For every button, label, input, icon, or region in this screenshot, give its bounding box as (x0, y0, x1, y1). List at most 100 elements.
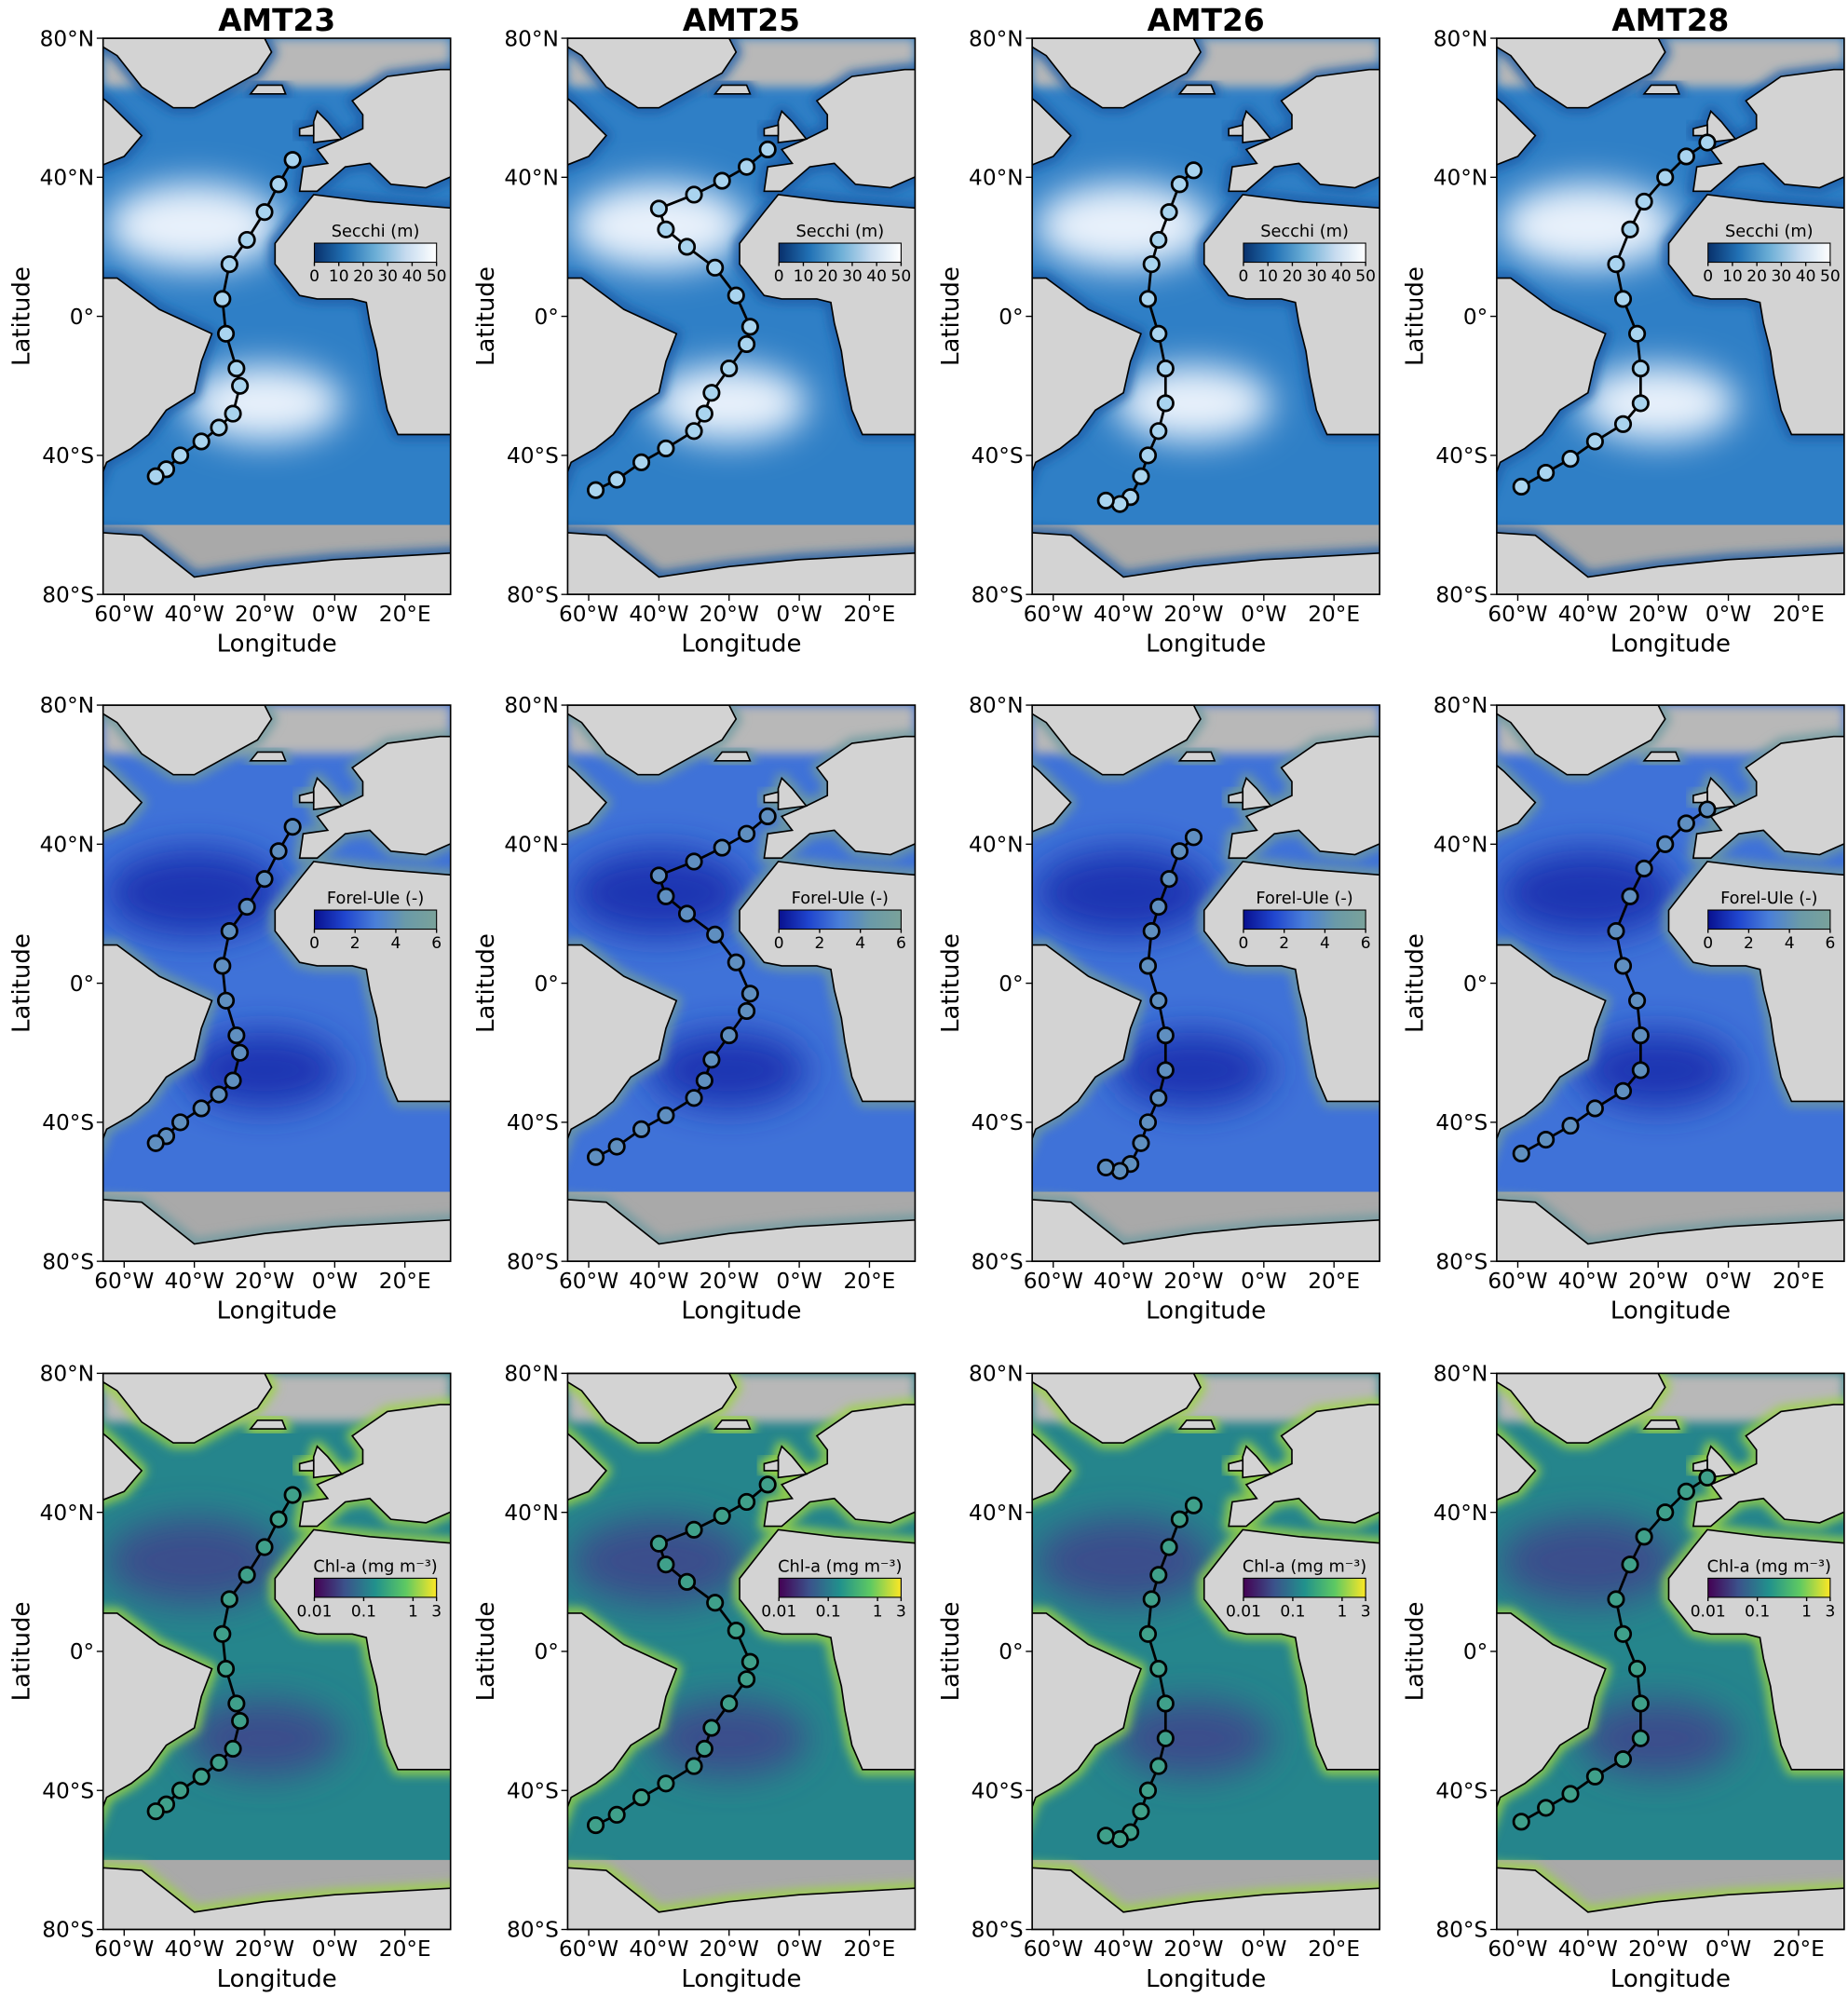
map-panel: Chl-a (mg m⁻³) 0.01 0.1 1 3 60°W 40°W 20°W 0°W 20… (1402, 1362, 1845, 1993)
colorbar-tick-label: 0 (1239, 267, 1249, 286)
land (763, 1459, 780, 1472)
colorbar-tick-label: 50 (1355, 267, 1376, 286)
land (1032, 38, 1202, 109)
colorbar-tick-label: 50 (1820, 267, 1841, 286)
station (738, 334, 756, 354)
station (1631, 1694, 1650, 1713)
station (1621, 220, 1639, 238)
colorbar (313, 242, 438, 264)
map-content (1496, 38, 1844, 595)
land (1496, 1433, 1537, 1501)
colorbar-label: Secchi (m) (795, 223, 884, 241)
y-tick-label: 80°N (1434, 1362, 1488, 1387)
station (738, 1670, 756, 1689)
land (1496, 705, 1666, 776)
colorbar-tick-label: 10 (794, 267, 814, 286)
y-axis-label: Latitude (7, 933, 35, 1033)
land (1228, 124, 1244, 137)
gyre (1579, 1700, 1737, 1777)
gyre (1034, 849, 1213, 937)
y-tick-label: 40°S (1435, 1778, 1488, 1803)
land (1496, 38, 1666, 109)
land (249, 751, 287, 762)
land (567, 705, 738, 776)
station (1170, 842, 1189, 861)
y-tick-label: 40°N (40, 1501, 95, 1526)
x-tick-label: 60°W (1024, 1269, 1083, 1294)
station (1585, 1767, 1604, 1786)
colorbar-label: Chl-a (mg m⁻³) (1707, 1558, 1831, 1577)
colorbar-label: Forel-Ule (-) (792, 890, 889, 908)
station (1170, 175, 1189, 194)
station (171, 446, 190, 465)
colorbar-tick-label: 1 (873, 1602, 883, 1621)
y-tick-label: 0° (534, 305, 558, 330)
land (1177, 1419, 1216, 1430)
land (713, 751, 752, 762)
x-tick-label: 20°E (1308, 1269, 1360, 1294)
station (649, 199, 668, 218)
station (220, 922, 238, 941)
station (1628, 991, 1647, 1010)
station (1656, 835, 1675, 853)
station (269, 842, 288, 861)
station (1096, 491, 1115, 509)
land (1496, 97, 1537, 166)
colorbar-tick-label: 0.01 (296, 1602, 332, 1621)
land (249, 84, 287, 95)
colorbar-tick-label: 10 (329, 267, 349, 286)
y-tick-label: 0° (70, 1639, 94, 1664)
x-tick-label: 40°W (629, 1269, 688, 1294)
colorbar-tick-label: 0.01 (1226, 1602, 1261, 1621)
land (1032, 1867, 1380, 1930)
station (1149, 1660, 1168, 1678)
station (1628, 324, 1647, 343)
panel-frame (1031, 1372, 1380, 1931)
land (713, 1419, 752, 1430)
x-tick-label: 0°W (312, 1269, 358, 1294)
station (1698, 1468, 1717, 1487)
station (1613, 1624, 1633, 1643)
station (586, 1815, 605, 1835)
station (1096, 1827, 1115, 1845)
station (1561, 1785, 1580, 1803)
gyre (1499, 183, 1678, 270)
y-tick-label: 40°S (507, 1778, 559, 1803)
x-tick-label: 60°W (1024, 602, 1083, 627)
colorbar-tick-label: 0.1 (1745, 1602, 1770, 1621)
y-tick-label: 80°S (42, 1249, 94, 1274)
station (657, 1774, 675, 1793)
colorbar-label: Secchi (m) (1260, 223, 1349, 241)
land (1228, 1459, 1244, 1472)
station (677, 238, 697, 256)
x-tick-label: 0°W (1241, 1269, 1286, 1294)
column-title: AMT25 (683, 3, 800, 38)
colorbar-tick-label: 3 (1361, 1602, 1371, 1621)
station (632, 1120, 651, 1138)
land (567, 1199, 916, 1262)
land (1496, 1612, 1607, 1809)
y-tick-label: 40°N (504, 166, 559, 191)
y-tick-label: 80°S (42, 582, 94, 607)
colorbar-tick-label: 30 (1307, 267, 1327, 286)
gyre (1114, 364, 1273, 442)
y-tick-label: 80°N (969, 26, 1024, 51)
station (685, 1520, 703, 1539)
x-tick-label: 20°E (1773, 1269, 1825, 1294)
y-tick-label: 40°N (504, 1501, 559, 1526)
station (713, 838, 731, 857)
station (1621, 887, 1639, 905)
colorbar-tick-label: 4 (1320, 934, 1330, 953)
gyre (185, 364, 344, 442)
station (657, 439, 675, 457)
x-axis-label: Longitude (1610, 1965, 1731, 1993)
map-content (102, 1373, 451, 1930)
map-content (1496, 705, 1844, 1262)
station (192, 1767, 211, 1786)
station (213, 290, 232, 308)
land (298, 124, 315, 137)
map-content (1032, 38, 1380, 595)
colorbar-tick-label: 50 (891, 267, 912, 286)
x-tick-label: 20°E (379, 602, 431, 627)
station (1142, 1590, 1161, 1609)
